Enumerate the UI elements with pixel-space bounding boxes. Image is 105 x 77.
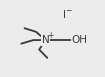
Text: I: I — [63, 10, 66, 20]
Text: N: N — [42, 35, 50, 45]
Text: +: + — [47, 31, 53, 40]
Text: OH: OH — [72, 35, 88, 45]
Text: −: − — [65, 6, 71, 15]
